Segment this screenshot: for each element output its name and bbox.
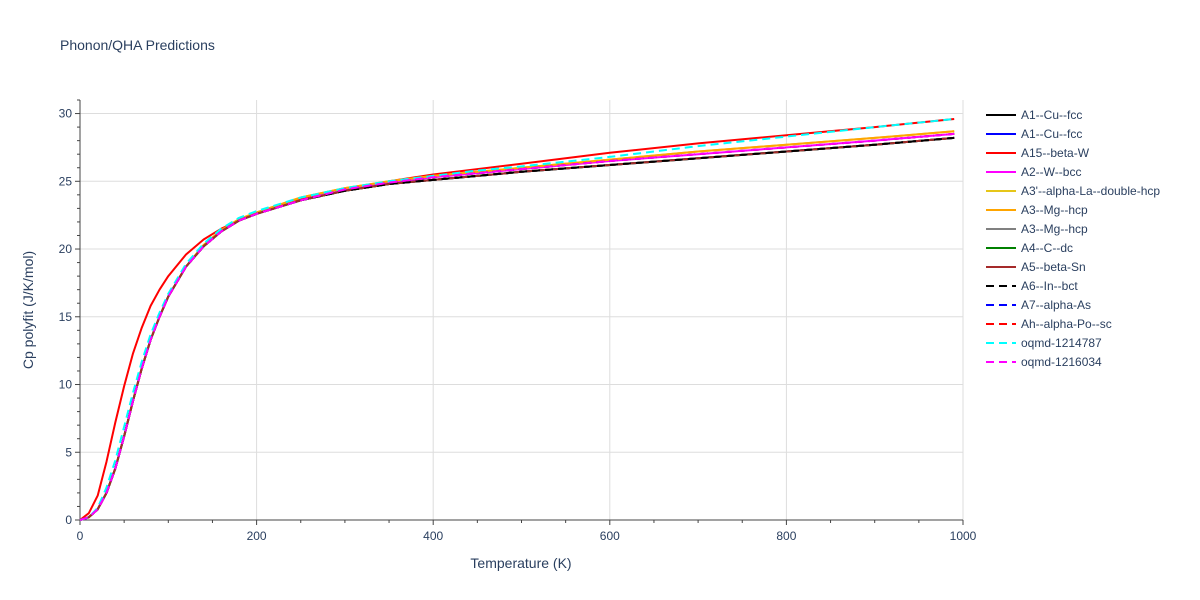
- series-line-5: [79, 130, 955, 521]
- series-line-2: [79, 118, 955, 521]
- series-line-9: [79, 136, 955, 521]
- axes: 0 200 400 600 800 1000 0 5 10 15 20 25 30: [59, 99, 977, 543]
- series-line-8: [79, 136, 955, 521]
- series-line-12: [79, 118, 955, 521]
- legend-label[interactable]: A1--Cu--fcc: [1021, 108, 1082, 122]
- x-tick-label: 600: [600, 529, 620, 543]
- series-line-7: [79, 136, 955, 521]
- legend-label[interactable]: oqmd-1216034: [1021, 355, 1102, 369]
- legend-label[interactable]: oqmd-1214787: [1021, 336, 1102, 350]
- legend-label[interactable]: A5--beta-Sn: [1021, 260, 1086, 274]
- series-line-1: [79, 136, 955, 521]
- plot-area: [79, 118, 955, 521]
- y-tick-label: 0: [65, 513, 72, 527]
- legend-label[interactable]: A3'--alpha-La--double-hcp: [1021, 184, 1160, 198]
- x-tick-label: 1000: [950, 529, 977, 543]
- series-line-6: [79, 136, 955, 521]
- x-tick-label: 0: [77, 529, 84, 543]
- series-line-3: [79, 132, 955, 521]
- legend-label[interactable]: Ah--alpha-Po--sc: [1021, 317, 1112, 331]
- chart-title: Phonon/QHA Predictions: [60, 37, 215, 53]
- legend-label[interactable]: A4--C--dc: [1021, 241, 1073, 255]
- y-tick-label: 20: [59, 242, 73, 256]
- series-line-0: [79, 136, 955, 521]
- y-tick-label: 30: [59, 107, 73, 121]
- grid: [80, 100, 964, 520]
- series-line-11: [79, 132, 955, 521]
- x-tick-label: 200: [247, 529, 267, 543]
- legend-label[interactable]: A3--Mg--hcp: [1021, 222, 1088, 236]
- y-tick-label: 5: [65, 445, 72, 459]
- legend-label[interactable]: A2--W--bcc: [1021, 165, 1081, 179]
- y-tick-label: 25: [59, 174, 73, 188]
- y-axis-title: Cp polyfit (J/K/mol): [20, 251, 36, 369]
- x-tick-label: 800: [776, 529, 796, 543]
- y-tick-label: 10: [59, 378, 73, 392]
- y-tick-label: 15: [59, 310, 73, 324]
- series-line-10: [79, 132, 955, 521]
- x-axis-title: Temperature (K): [470, 555, 571, 571]
- x-tick-label: 400: [423, 529, 443, 543]
- series-line-13: [79, 132, 955, 521]
- legend-label[interactable]: A6--In--bct: [1021, 279, 1078, 293]
- legend-label[interactable]: A1--Cu--fcc: [1021, 127, 1082, 141]
- legend: A1--Cu--fcc A1--Cu--fcc A15--beta-W A2--W--…: [986, 108, 1160, 369]
- series-line-4: [79, 130, 955, 521]
- legend-label[interactable]: A7--alpha-As: [1021, 298, 1091, 312]
- legend-label[interactable]: A3--Mg--hcp: [1021, 203, 1088, 217]
- legend-label[interactable]: A15--beta-W: [1021, 146, 1090, 160]
